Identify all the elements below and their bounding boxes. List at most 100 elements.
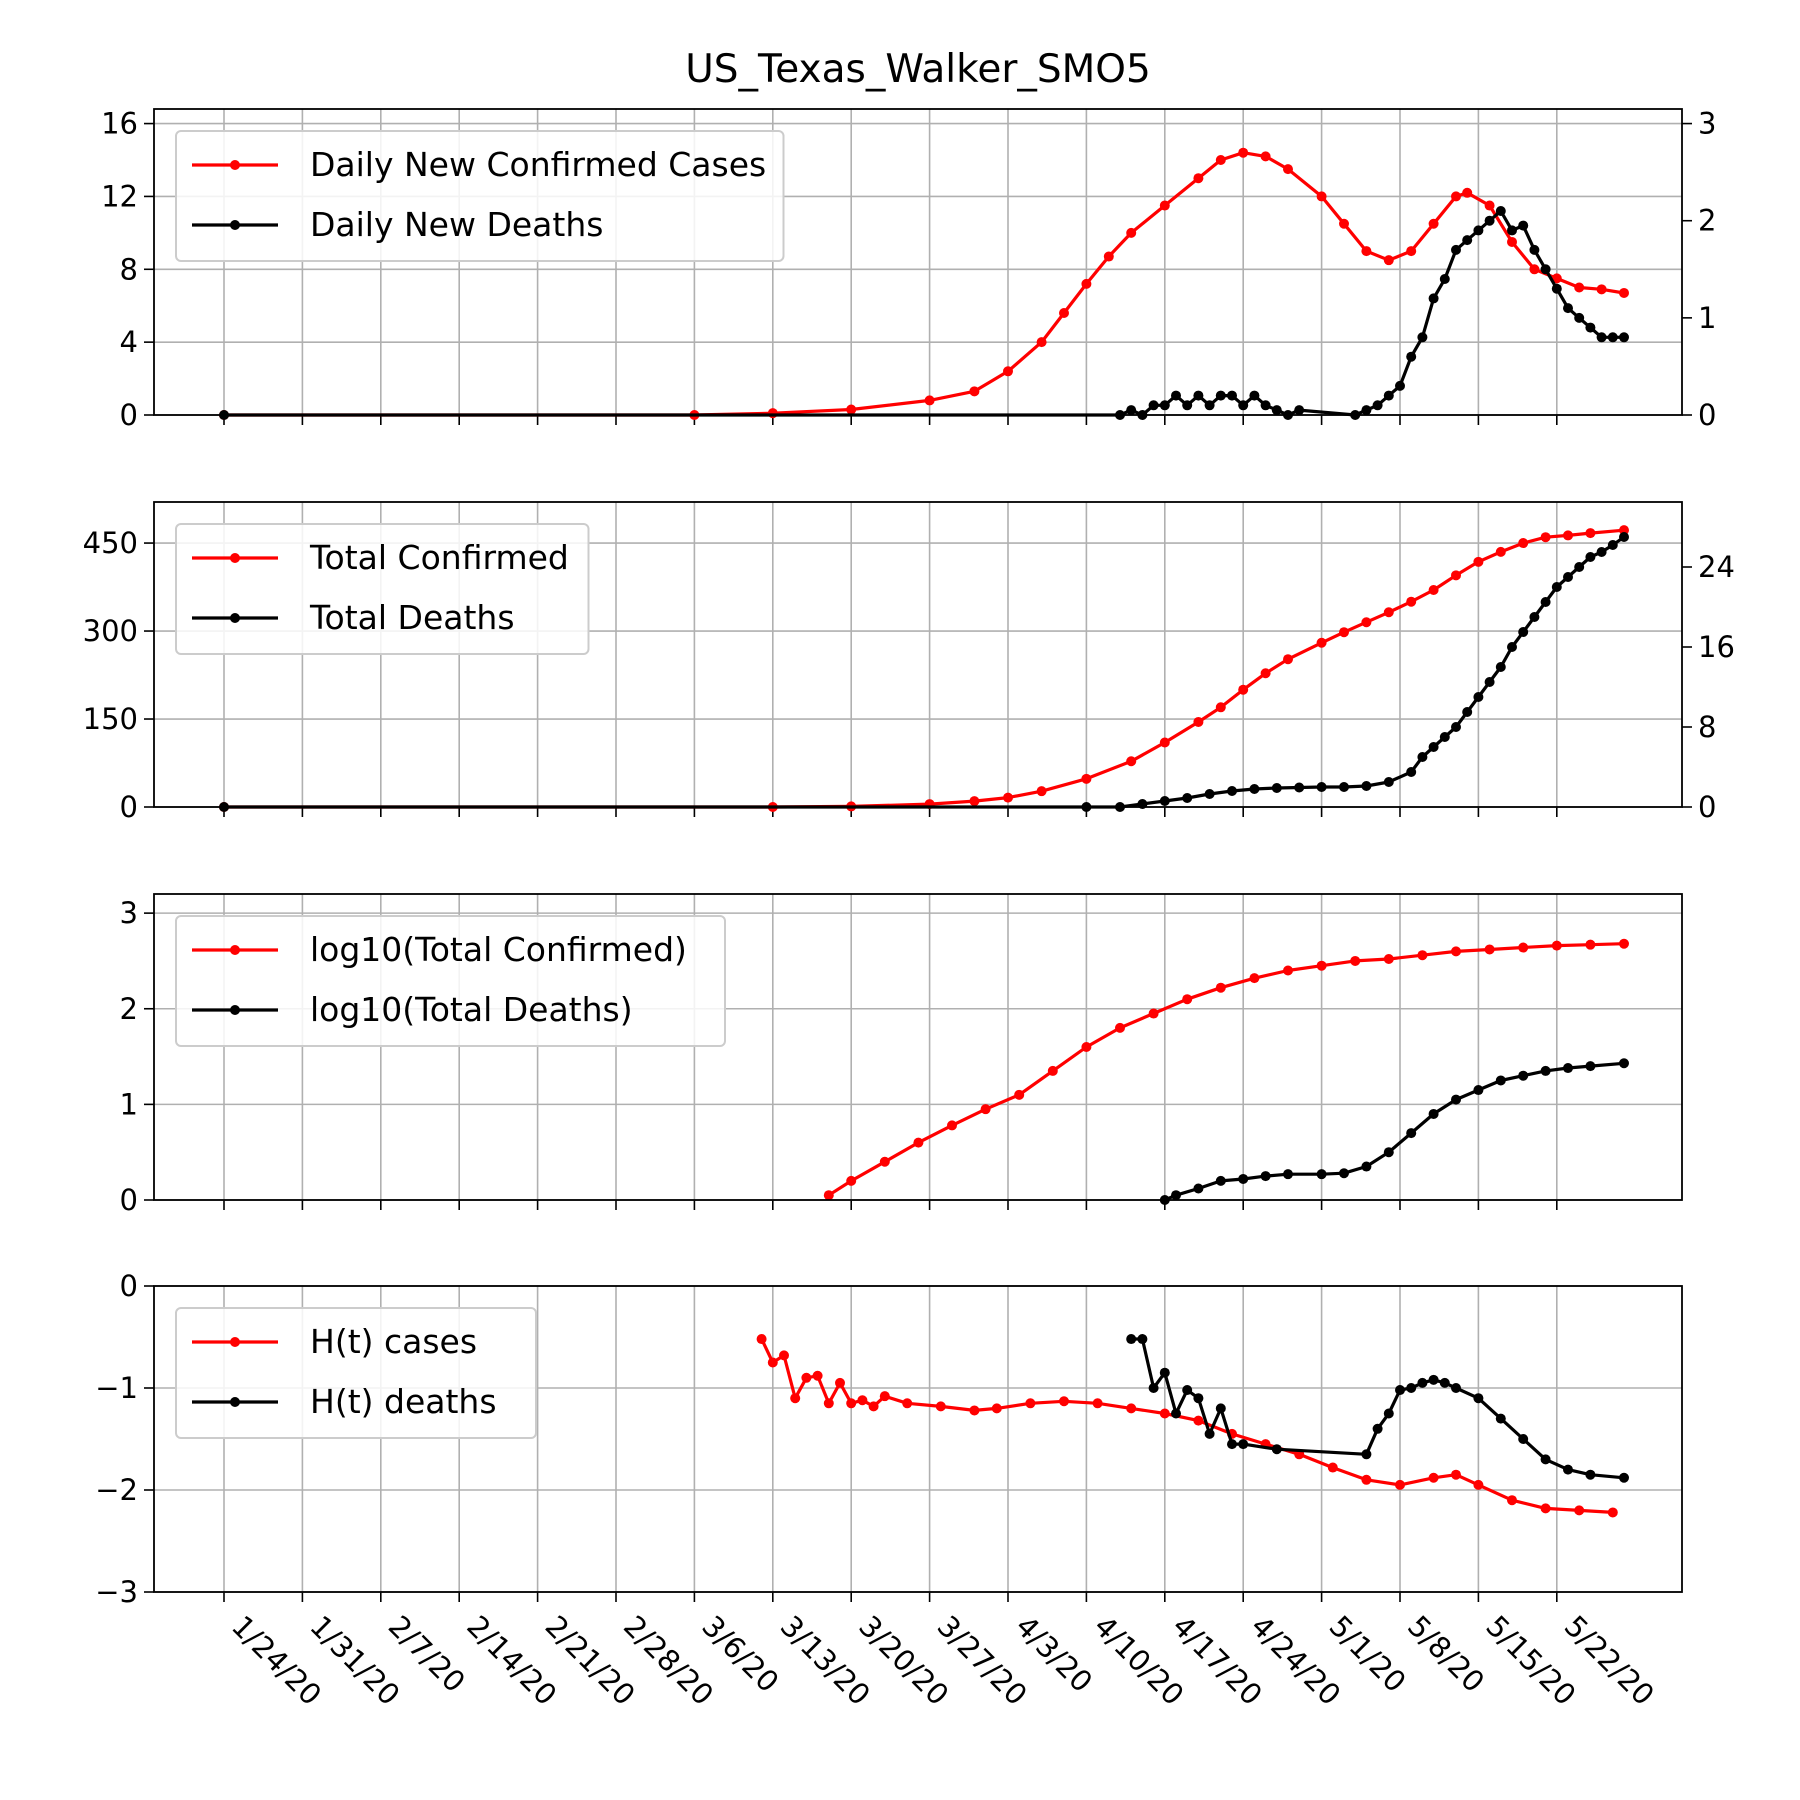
- data-point: [1428, 218, 1439, 229]
- panel-totals: 0 150 300 450 0 8 16 24 Total Confirmed Total Dea…: [83, 501, 1735, 824]
- data-point: [1395, 1385, 1405, 1396]
- data-point: [1014, 1089, 1025, 1100]
- data-point: [1193, 1393, 1204, 1404]
- data-point: [1316, 1169, 1327, 1180]
- data-point: [1507, 1495, 1517, 1506]
- data-point: [1316, 960, 1327, 971]
- data-point: [1484, 200, 1495, 211]
- data-point: [1619, 525, 1629, 536]
- series-line-deaths: [1164, 1061, 1625, 1202]
- data-point: [1417, 752, 1428, 762]
- legend-label: Daily New Deaths: [310, 205, 603, 244]
- data-point: [1563, 1063, 1573, 1074]
- y-tick-label-right: 3: [1698, 107, 1716, 141]
- data-point: [1036, 337, 1047, 348]
- data-point: [1339, 1168, 1349, 1179]
- data-point: [980, 1104, 991, 1115]
- axes-frame: [153, 893, 1683, 1201]
- data-point: [1574, 312, 1585, 323]
- y-tick-label-left: 0: [120, 1183, 138, 1217]
- data-point: [1339, 218, 1349, 229]
- data-point: [1182, 400, 1193, 411]
- data-point: [1619, 938, 1629, 949]
- data-point: [913, 1137, 924, 1148]
- data-point: [1473, 556, 1484, 567]
- data-point: [1193, 173, 1204, 184]
- data-point: [969, 1405, 980, 1416]
- data-point: [1092, 1398, 1103, 1409]
- data-point: [1540, 264, 1551, 275]
- y-tick-label-left: 1: [120, 1087, 138, 1121]
- chart-title: US_Texas_Walker_SMO5: [685, 47, 1151, 92]
- data-point: [1395, 1479, 1405, 1490]
- data-point: [1238, 684, 1249, 695]
- data-point: [1003, 792, 1013, 803]
- data-point: [1159, 200, 1170, 211]
- data-point: [1585, 552, 1596, 562]
- data-point: [1059, 308, 1069, 318]
- data-point: [1294, 405, 1305, 416]
- data-point: [857, 1395, 868, 1406]
- data-point: [1383, 777, 1394, 787]
- data-point: [1137, 1334, 1148, 1345]
- legend-swatch-marker: [230, 160, 240, 170]
- data-point: [1619, 1058, 1629, 1069]
- y-tick-label-left: −1: [95, 1371, 138, 1405]
- data-point: [1495, 662, 1506, 672]
- x-tick-label: 5/8/20: [1401, 1609, 1491, 1699]
- data-point: [1551, 582, 1562, 592]
- data-point: [1518, 1070, 1529, 1081]
- data-point: [1193, 1415, 1204, 1426]
- data-point: [1271, 783, 1282, 793]
- data-point: [1451, 946, 1461, 957]
- legend: H(t) cases H(t) deaths: [175, 1307, 537, 1439]
- data-point: [1406, 1383, 1417, 1393]
- data-point: [1159, 737, 1170, 748]
- data-point: [1406, 596, 1417, 607]
- y-tick-label-left: 300: [83, 614, 138, 648]
- panel-hurst: −3 −2 −1 0 H(t) cases H(t) deaths: [95, 1269, 1683, 1609]
- data-point: [1540, 1503, 1551, 1514]
- data-point: [1361, 1474, 1372, 1485]
- legend-swatch-marker: [230, 945, 240, 955]
- data-point: [991, 1403, 1002, 1414]
- data-point: [1473, 1085, 1484, 1096]
- legend-swatch-marker: [230, 1397, 240, 1407]
- data-point: [1507, 225, 1517, 236]
- data-point: [1383, 390, 1394, 401]
- data-point: [1003, 366, 1013, 377]
- data-point: [1607, 1507, 1618, 1518]
- data-point: [1596, 547, 1607, 557]
- data-point: [1047, 1065, 1058, 1076]
- y-tick-label-right: 8: [1698, 710, 1716, 744]
- data-point: [1462, 235, 1473, 246]
- data-point: [1215, 390, 1226, 401]
- data-point: [1518, 942, 1529, 953]
- data-point: [1036, 786, 1047, 797]
- legend-label: Total Deaths: [309, 598, 515, 637]
- data-point: [1081, 278, 1092, 289]
- data-point: [1204, 1428, 1215, 1439]
- data-point: [1428, 1374, 1439, 1385]
- data-point: [1260, 400, 1271, 411]
- data-point: [1451, 570, 1461, 581]
- axes-frame: [153, 1285, 1683, 1593]
- data-point: [1271, 405, 1282, 416]
- legend-swatch-marker: [230, 220, 240, 230]
- y-tick-label-left: 0: [120, 790, 138, 824]
- data-point: [1238, 147, 1249, 158]
- data-point: [1529, 612, 1540, 622]
- data-point: [1227, 390, 1237, 401]
- data-point: [823, 1190, 834, 1201]
- data-point: [1473, 225, 1484, 236]
- y-tick-label-left: 4: [120, 325, 138, 359]
- data-point: [767, 1357, 778, 1368]
- legend-swatch-marker: [230, 553, 240, 563]
- data-point: [1126, 405, 1137, 416]
- data-point: [1462, 187, 1473, 198]
- data-point: [1473, 692, 1484, 702]
- data-point: [1563, 530, 1573, 541]
- data-point: [1260, 1171, 1271, 1182]
